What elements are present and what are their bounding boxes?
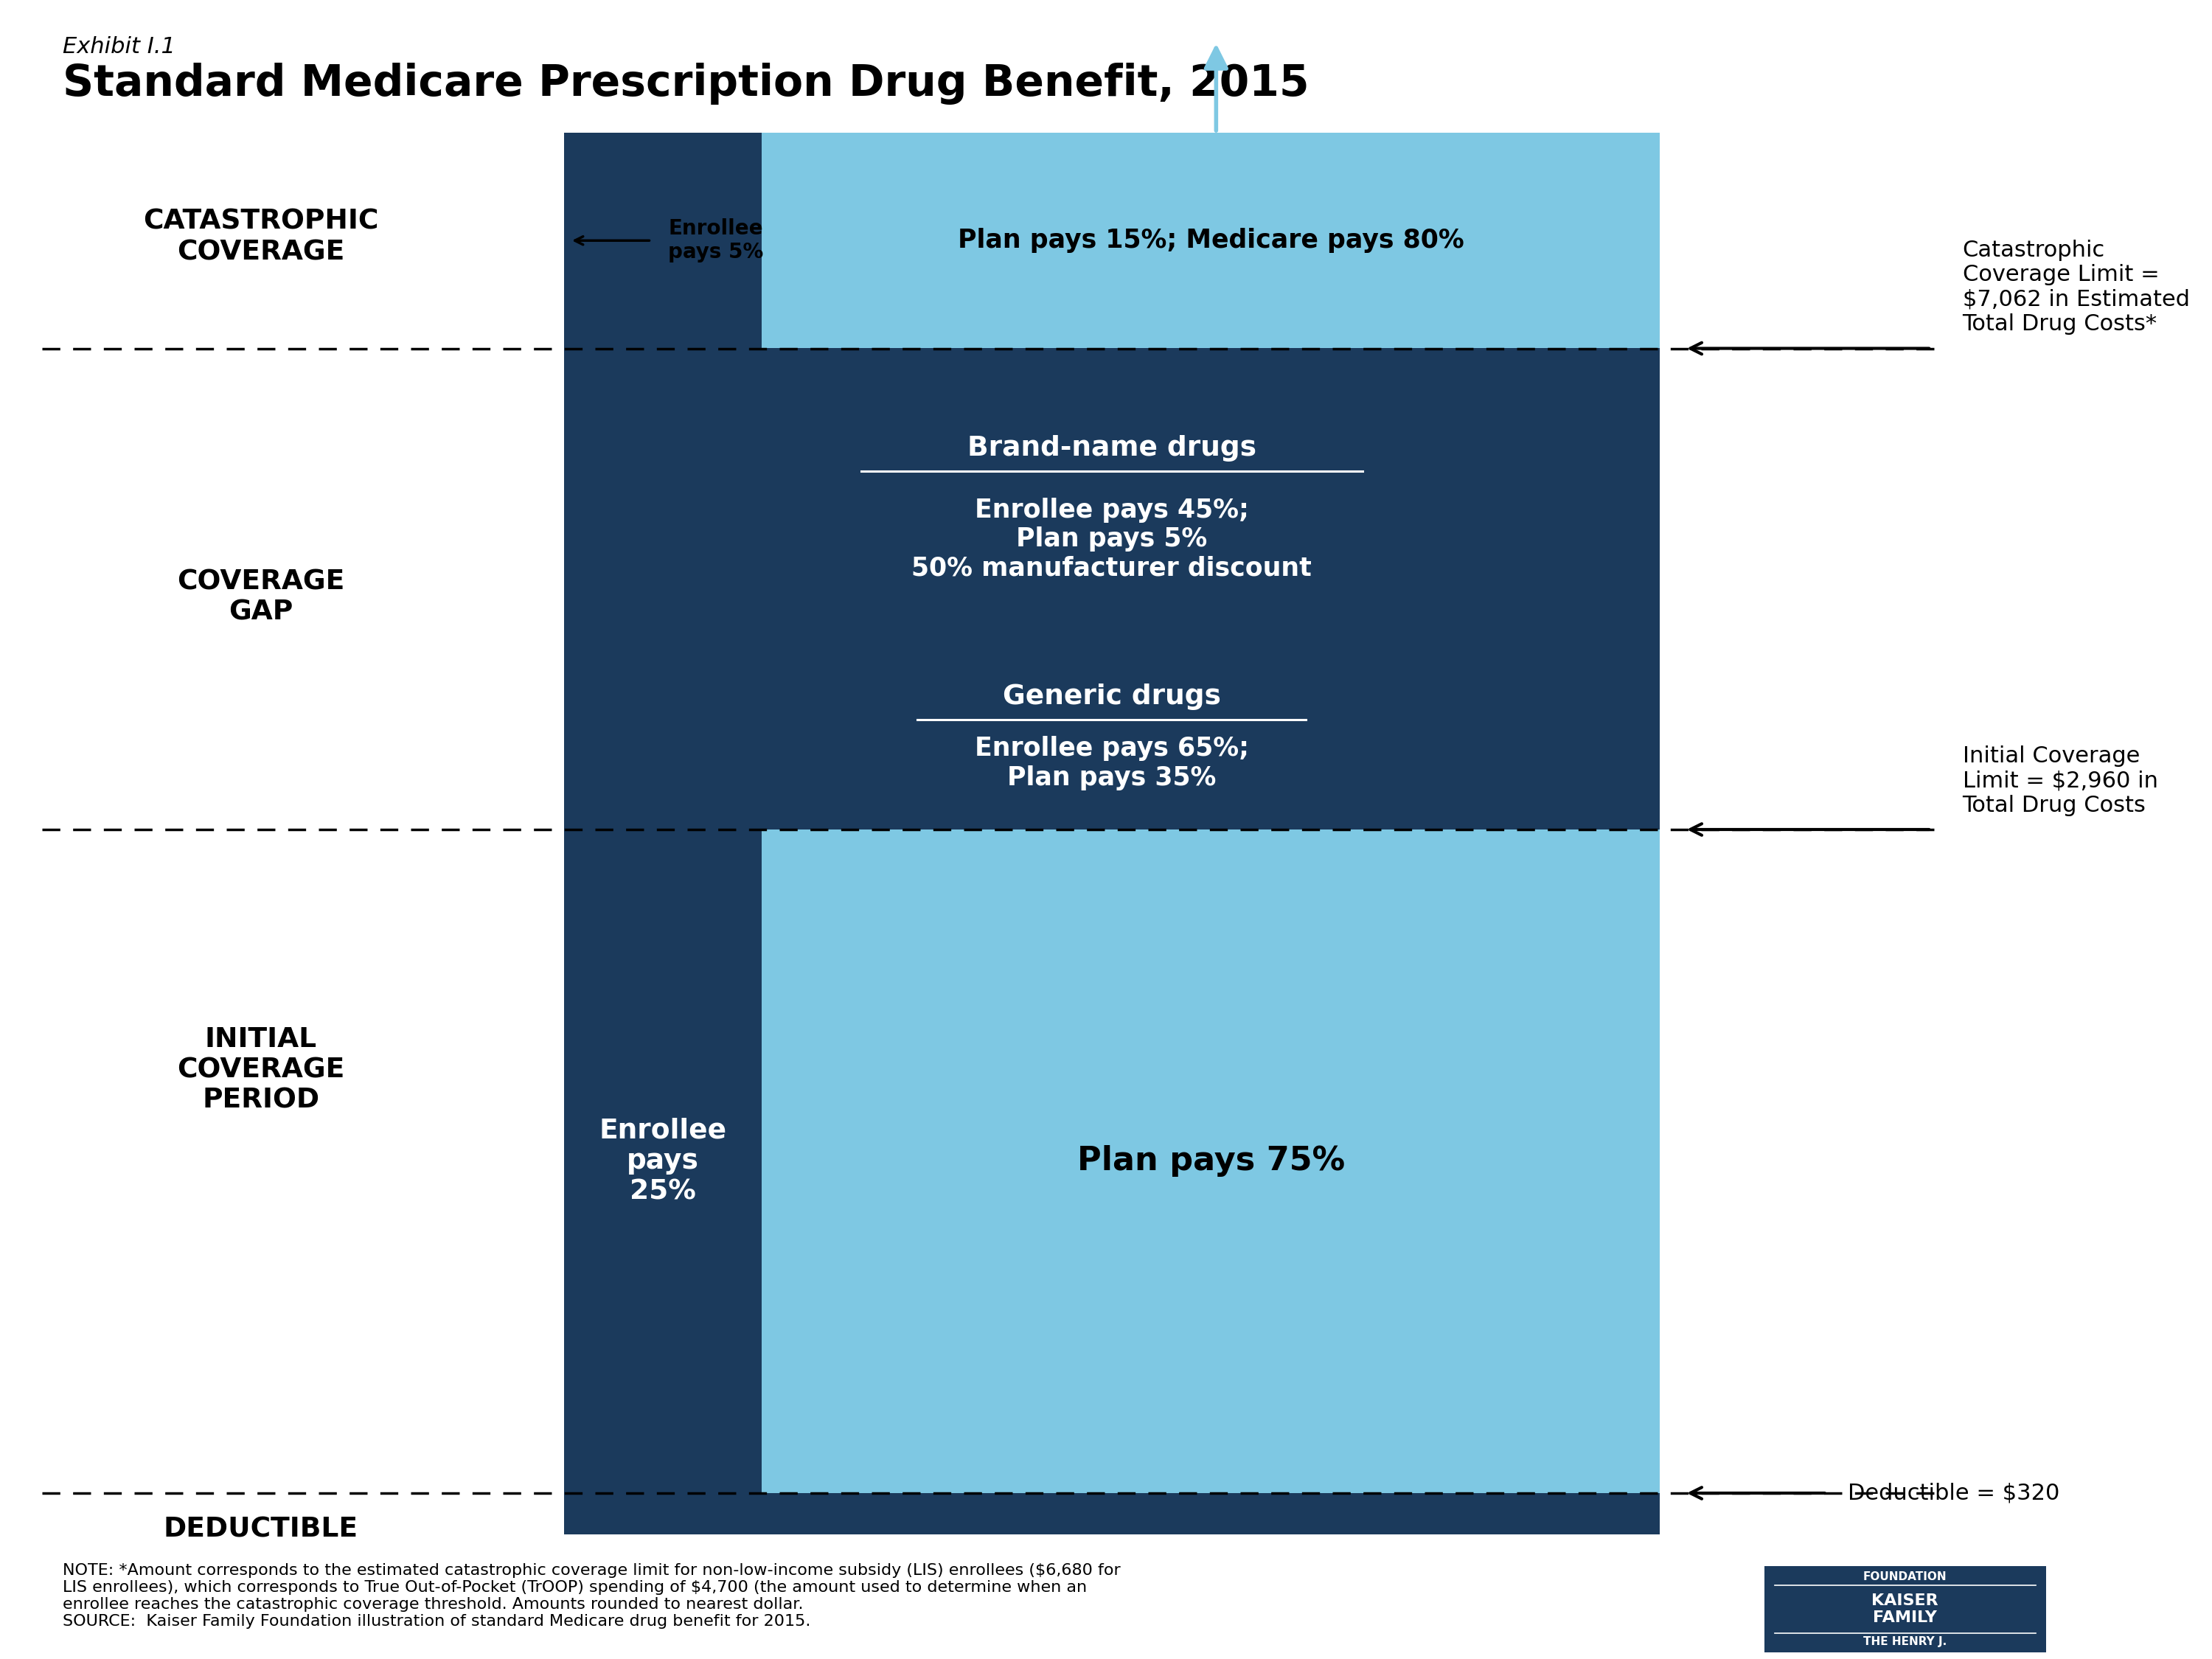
Text: Exhibit I.1: Exhibit I.1 bbox=[62, 36, 175, 58]
Text: CATASTROPHIC
COVERAGE: CATASTROPHIC COVERAGE bbox=[144, 209, 378, 265]
Text: KAISER
FAMILY: KAISER FAMILY bbox=[1871, 1593, 1938, 1626]
Text: INITIAL
COVERAGE
PERIOD: INITIAL COVERAGE PERIOD bbox=[177, 1027, 345, 1113]
Text: Generic drugs: Generic drugs bbox=[1002, 684, 1221, 710]
Bar bbox=[564, 1493, 1659, 1535]
Text: Initial Coverage
Limit = $2,960 in
Total Drug Costs: Initial Coverage Limit = $2,960 in Total… bbox=[1962, 745, 2159, 816]
Text: FOUNDATION: FOUNDATION bbox=[1863, 1571, 1947, 1583]
Text: THE HENRY J.: THE HENRY J. bbox=[1863, 1636, 1947, 1647]
Text: Plan pays 75%: Plan pays 75% bbox=[1077, 1145, 1345, 1178]
Bar bbox=[761, 830, 1659, 1493]
Bar bbox=[564, 830, 761, 1493]
Text: DEDUCTIBLE: DEDUCTIBLE bbox=[164, 1516, 358, 1543]
Text: Brand-name drugs: Brand-name drugs bbox=[967, 435, 1256, 461]
Text: Deductible = $320: Deductible = $320 bbox=[1847, 1483, 2059, 1503]
Text: Plan pays 15%; Medicare pays 80%: Plan pays 15%; Medicare pays 80% bbox=[958, 227, 1464, 254]
Text: Enrollee pays 65%;
Plan pays 35%: Enrollee pays 65%; Plan pays 35% bbox=[975, 737, 1250, 790]
Text: Enrollee
pays
25%: Enrollee pays 25% bbox=[599, 1118, 728, 1204]
Text: Enrollee pays 45%;
Plan pays 5%
50% manufacturer discount: Enrollee pays 45%; Plan pays 5% 50% manu… bbox=[911, 498, 1312, 581]
Bar bbox=[564, 133, 761, 348]
Bar bbox=[564, 133, 1659, 348]
Bar bbox=[564, 348, 1659, 830]
Bar bbox=[1765, 1566, 2046, 1652]
Text: Catastrophic
Coverage Limit =
$7,062 in Estimated
Total Drug Costs*: Catastrophic Coverage Limit = $7,062 in … bbox=[1962, 239, 2190, 335]
Text: NOTE: *Amount corresponds to the estimated catastrophic coverage limit for non-l: NOTE: *Amount corresponds to the estimat… bbox=[62, 1563, 1121, 1629]
Text: COVERAGE
GAP: COVERAGE GAP bbox=[177, 569, 345, 625]
Text: Enrollee
pays 5%: Enrollee pays 5% bbox=[668, 219, 763, 262]
Text: Standard Medicare Prescription Drug Benefit, 2015: Standard Medicare Prescription Drug Bene… bbox=[62, 63, 1310, 105]
